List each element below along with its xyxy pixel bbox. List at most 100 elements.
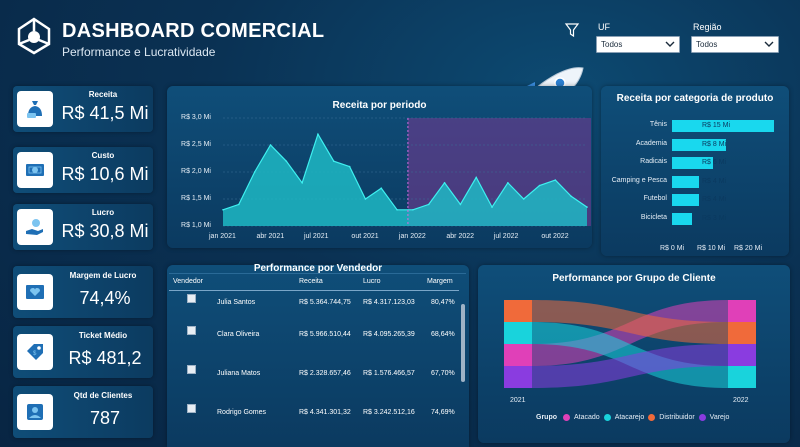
column-header[interactable]: Vendedor	[173, 278, 203, 285]
ribbon-segment[interactable]	[504, 300, 532, 322]
heart-chart-icon	[26, 285, 44, 299]
svg-text:$: $	[33, 351, 37, 357]
kpi-label: Receita	[88, 90, 118, 99]
data-point[interactable]	[332, 160, 335, 162]
kpi-card-lucro: Lucro R$ 30,8 Mi	[13, 204, 153, 250]
filter-regiao-select[interactable]: Todos	[691, 36, 779, 53]
column-header[interactable]: Receita	[299, 278, 323, 285]
vendedor-panel: Performance por Vendedor	[167, 263, 469, 447]
user-badge-icon	[27, 404, 43, 420]
cell-lucro: R$ 4.095.265,39	[363, 331, 415, 338]
data-point[interactable]	[507, 182, 509, 184]
cell-margem: 67,70%	[431, 370, 455, 377]
legend-item[interactable]: Atacarejo	[614, 413, 645, 421]
data-point[interactable]	[222, 209, 224, 211]
legend-item[interactable]: Varejo	[709, 413, 730, 421]
y-tick-label: R$ 3,0 Mi	[181, 114, 211, 121]
table-row[interactable]: Julia Santos R$ 5.364.744,75 R$ 4.317.12…	[169, 294, 459, 312]
column-header[interactable]: Margem	[427, 278, 453, 285]
cell-vendedor: Julia Santos	[217, 299, 256, 306]
cell-vendedor: Clara Oliveira	[217, 331, 260, 338]
x-tick-label: abr 2022	[446, 233, 475, 240]
data-point[interactable]	[491, 206, 493, 208]
legend-item[interactable]: Distribuidor	[659, 413, 695, 421]
chart-title: Performance por Grupo de Cliente	[552, 273, 716, 284]
data-point[interactable]	[253, 171, 256, 173]
bar-value-label: R$ 15 Mi	[702, 122, 731, 129]
legend-item[interactable]: Atacado	[574, 413, 600, 421]
table-scrollbar[interactable]	[461, 304, 465, 382]
cell-vendedor: Rodrigo Gomes	[217, 409, 267, 416]
bar-value-label: R$ 8 Mi	[702, 140, 727, 148]
filter-icon[interactable]	[564, 22, 580, 38]
kpi-card-margem: Margem de Lucro 74,4%	[13, 266, 153, 318]
data-point[interactable]	[538, 184, 541, 187]
table-row[interactable]: Clara Oliveira R$ 5.966.510,44 R$ 4.095.…	[169, 326, 459, 344]
bar-value-label: R$ 4 Mi	[702, 177, 727, 185]
data-point[interactable]	[586, 206, 588, 208]
cell-lucro: R$ 1.576.466,57	[363, 370, 415, 377]
y-tick-label: R$ 1,5 Mi	[181, 195, 211, 202]
data-point[interactable]	[269, 144, 272, 146]
x-tick-label: R$ 10 Mi	[697, 245, 726, 252]
cell-receita: R$ 2.328.657,46	[299, 370, 351, 377]
filter-regiao-value: Todos	[696, 40, 718, 49]
bar-value-label: R$ 3 Mi	[702, 214, 727, 222]
ribbon-varejo[interactable]	[532, 344, 728, 388]
cell-vendedor: Juliana Matos	[217, 370, 261, 377]
category-label: Tênis	[649, 121, 667, 128]
ribbon-segment[interactable]	[728, 344, 756, 366]
kpi-card-ticket: $ Ticket Médio R$ 481,2	[13, 326, 153, 378]
data-point[interactable]	[396, 209, 398, 211]
x-tick-label: jul 2021	[303, 233, 329, 240]
cell-margem: 80,47%	[431, 299, 455, 306]
data-point[interactable]	[443, 182, 446, 184]
data-point[interactable]	[380, 187, 383, 189]
category-bar[interactable]	[672, 175, 700, 188]
ribbon-segment[interactable]	[504, 322, 532, 344]
ribbon-segment[interactable]	[728, 322, 756, 344]
category-bar[interactable]	[672, 120, 774, 132]
table-row[interactable]: Juliana Matos R$ 2.328.657,46 R$ 1.576.4…	[169, 365, 459, 383]
data-point[interactable]	[348, 165, 351, 168]
data-point[interactable]	[427, 203, 430, 206]
kpi-value: R$ 10,6 Mi	[61, 164, 149, 184]
column-header[interactable]: Lucro	[363, 278, 381, 285]
data-point[interactable]	[285, 160, 288, 162]
category-bar[interactable]	[672, 194, 700, 206]
ribbon-segment[interactable]	[504, 366, 532, 388]
kpi-value: R$ 41,5 Mi	[61, 103, 149, 123]
revenue-line	[222, 132, 588, 211]
ribbon-segment[interactable]	[728, 300, 756, 322]
data-point[interactable]	[522, 198, 525, 200]
data-point[interactable]	[554, 179, 557, 181]
data-point[interactable]	[238, 203, 240, 206]
year-start-label: 2021	[510, 397, 526, 404]
data-point[interactable]	[364, 198, 367, 200]
filter-uf-select[interactable]: Todos	[596, 36, 680, 53]
bar-value-label: R$ 4 Mi	[702, 196, 727, 203]
data-point[interactable]	[459, 203, 462, 206]
receita-periodo-chart	[222, 117, 591, 227]
y-tick-label: R$ 1,0 Mi	[181, 222, 211, 229]
hand-coin-icon	[26, 219, 43, 235]
chart-title: Receita por categoria de produto	[616, 93, 774, 104]
category-label: Bicicleta	[640, 213, 667, 221]
data-point[interactable]	[570, 195, 572, 198]
table-row[interactable]: Rodrigo Gomes R$ 4.341.301,32 R$ 3.242.5…	[169, 404, 459, 422]
category-bar[interactable]	[672, 138, 727, 151]
ribbon-segment[interactable]	[504, 344, 532, 366]
data-point[interactable]	[317, 133, 319, 135]
data-point[interactable]	[475, 176, 478, 179]
x-tick-label: jan 2022	[398, 233, 426, 240]
ribbon-distribuidor[interactable]	[532, 300, 728, 344]
category-label: Academia	[635, 139, 667, 147]
data-point[interactable]	[412, 209, 414, 211]
data-point[interactable]	[301, 182, 303, 184]
category-bar[interactable]	[672, 212, 693, 225]
kpi-label: Ticket Médio	[78, 331, 128, 340]
seller-photo	[187, 404, 196, 413]
category-bar[interactable]	[672, 157, 713, 169]
legend-swatch	[603, 413, 611, 421]
ribbon-segment[interactable]	[728, 366, 756, 388]
